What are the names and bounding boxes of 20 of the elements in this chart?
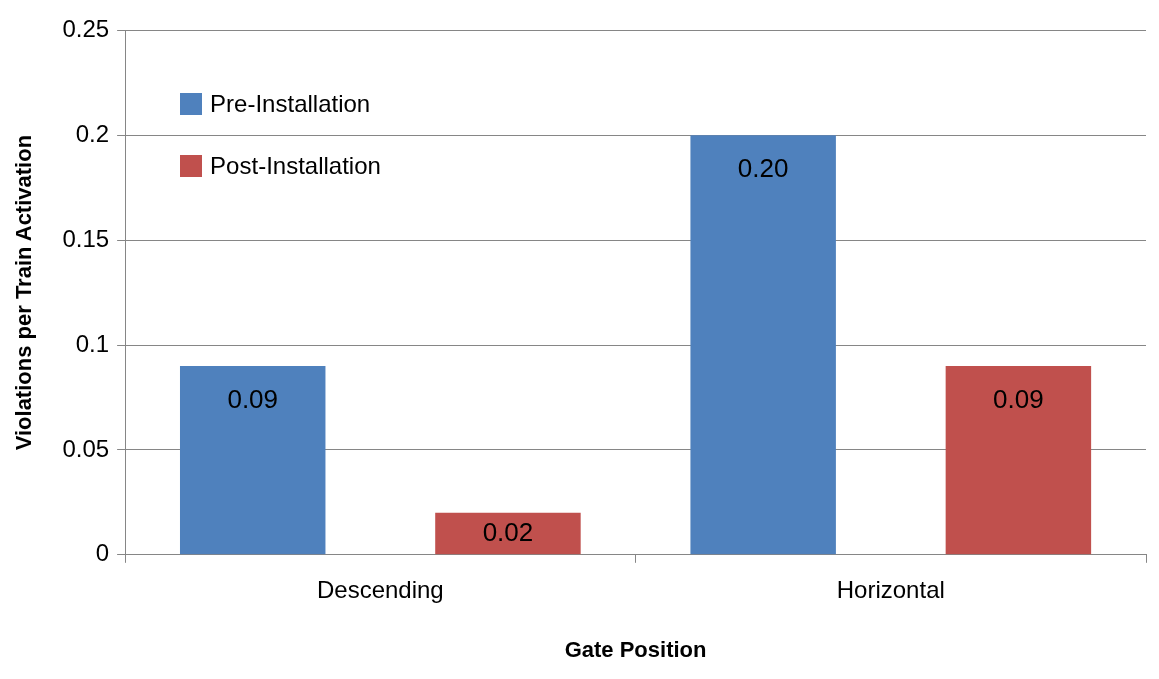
y-tick-label: 0.2 [75,119,110,147]
x-tick-label: Horizontal [836,575,945,603]
y-tick-label: 0.15 [62,224,110,252]
x-tick-label: Descending [316,575,444,603]
bar [435,512,581,555]
data-label: 0.09 [993,384,1044,415]
y-axis-title: Violations per Train Activation [11,134,37,451]
legend-label: Post-Installation [210,152,381,181]
data-label: 0.09 [227,384,279,415]
y-tick-label: 0.1 [75,329,110,357]
y-tick-label: 0.25 [62,15,110,43]
x-axis-title: Gate Position [564,636,707,662]
legend-label: Pre-Installation [210,90,371,119]
bar [945,366,1092,555]
bar [179,366,326,555]
data-label: 0.02 [482,516,534,547]
y-tick-label: 0 [95,539,110,567]
bar [690,135,836,555]
y-tick-label: 0.05 [62,434,110,462]
data-label: 0.20 [737,153,789,184]
